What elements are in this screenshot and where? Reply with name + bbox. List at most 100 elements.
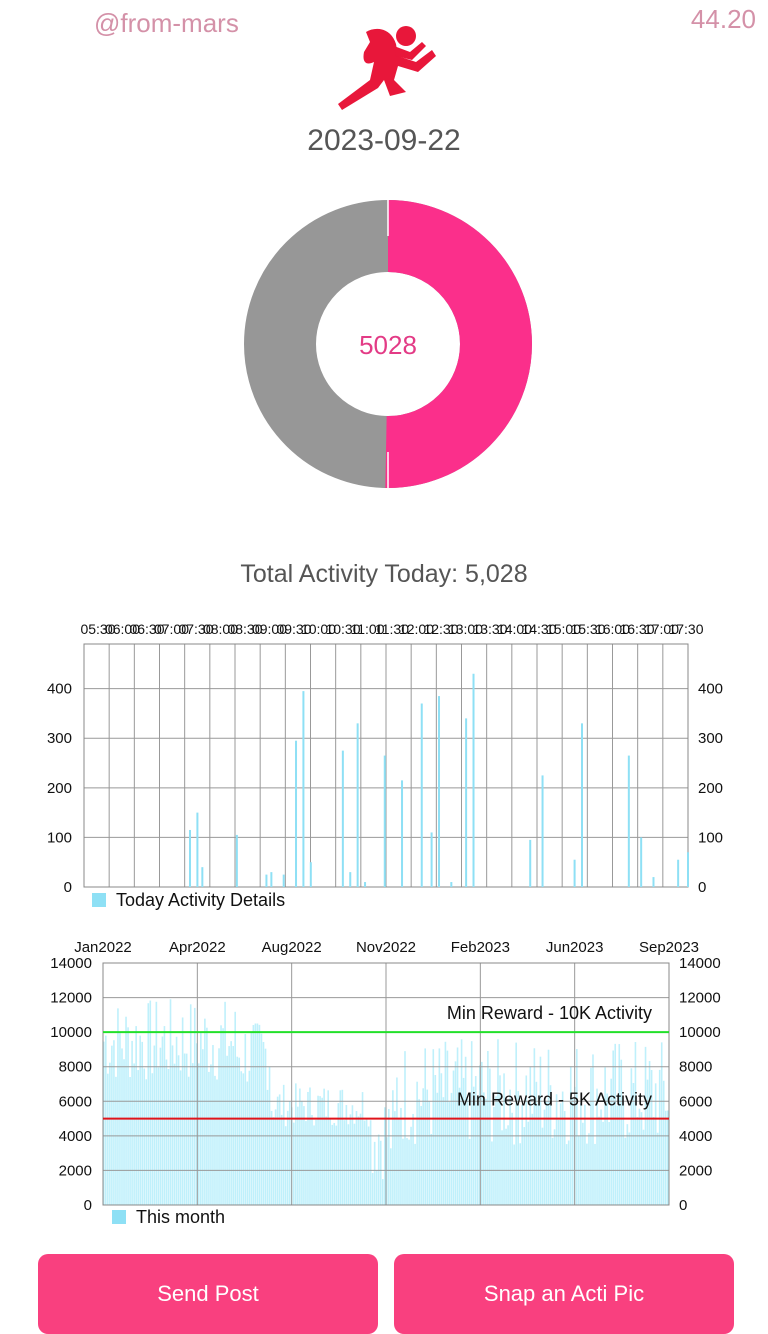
activity-bar xyxy=(472,673,475,887)
daily-activity-bar xyxy=(660,1042,663,1205)
daily-activity-bar xyxy=(511,1112,513,1205)
y-tick-label-right: 10000 xyxy=(679,1024,721,1041)
x-tick-label: 08:00 xyxy=(203,621,238,637)
daily-activity-bar xyxy=(163,1026,166,1205)
daily-activity-bar xyxy=(105,1035,107,1205)
daily-activity-bar xyxy=(218,1048,220,1205)
daily-activity-bar xyxy=(282,1084,285,1205)
daily-activity-bar xyxy=(602,1121,604,1205)
daily-activity-bar xyxy=(468,1138,471,1205)
daily-activity-bar xyxy=(307,1091,309,1205)
daily-activity-bar xyxy=(242,1073,245,1205)
daily-activity-bar xyxy=(335,1125,338,1205)
daily-activity-bar xyxy=(288,1101,291,1205)
snap-acti-pic-button[interactable]: Snap an Acti Pic xyxy=(394,1254,734,1334)
daily-activity-bar xyxy=(226,1055,228,1205)
daily-activity-bar xyxy=(133,1063,135,1205)
y-tick-label-right: 2000 xyxy=(679,1162,712,1179)
daily-activity-bar xyxy=(466,1099,469,1205)
daily-activity-bar xyxy=(521,1104,524,1205)
daily-activity-bar xyxy=(153,1045,156,1205)
daily-activity-bar xyxy=(638,1108,641,1205)
donut-center-value: 5028 xyxy=(359,330,417,360)
daily-activity-bar xyxy=(392,1090,394,1205)
daily-activity-bar xyxy=(369,1120,372,1205)
daily-activity-bar xyxy=(383,1107,386,1205)
daily-activity-bar xyxy=(311,1115,313,1205)
daily-activity-bar xyxy=(347,1124,350,1205)
daily-activity-bar xyxy=(519,1143,522,1205)
daily-activity-bar xyxy=(220,1025,222,1205)
x-tick-label: 08:30 xyxy=(227,621,262,637)
daily-activity-bar xyxy=(189,1004,192,1205)
daily-activity-bar xyxy=(113,1040,115,1205)
y-tick-label-right: 0 xyxy=(698,879,706,896)
x-tick-label: Jan2022 xyxy=(74,939,132,956)
balance-value: 44.20 xyxy=(690,4,756,34)
activity-bar xyxy=(430,832,433,887)
daily-activity-bar xyxy=(149,1000,152,1205)
x-tick-label: 13:00 xyxy=(448,621,483,637)
daily-activity-bar xyxy=(284,1126,287,1205)
daily-activity-bar xyxy=(563,1111,566,1205)
y-tick-label-left: 300 xyxy=(47,730,72,747)
daily-activity-bar xyxy=(361,1092,364,1205)
y-tick-label-right: 14000 xyxy=(679,955,721,972)
send-post-button[interactable]: Send Post xyxy=(38,1254,378,1334)
x-tick-label: 11:00 xyxy=(351,621,385,637)
activity-bar xyxy=(189,829,192,887)
daily-activity-bar xyxy=(254,1023,257,1205)
x-tick-label: 10:30 xyxy=(325,621,360,637)
daily-activity-bar xyxy=(214,1075,216,1205)
daily-activity-bar xyxy=(446,1050,449,1205)
daily-activity-bar xyxy=(460,1039,463,1205)
daily-activity-bar xyxy=(230,1041,232,1205)
daily-activity-bar xyxy=(240,1071,243,1205)
x-tick-label: 11:30 xyxy=(375,621,409,637)
daily-activity-bar xyxy=(551,1137,554,1205)
daily-activity-bar xyxy=(137,1070,139,1205)
daily-activity-bar xyxy=(497,1039,499,1205)
daily-activity-bar xyxy=(555,1094,558,1205)
daily-activity-bar xyxy=(580,1102,582,1205)
daily-activity-bar xyxy=(535,1081,538,1205)
daily-activity-bar xyxy=(418,1099,420,1205)
x-tick-label: 09:00 xyxy=(252,621,287,637)
daily-activity-bar xyxy=(234,1011,236,1205)
x-tick-label: 16:00 xyxy=(595,621,630,637)
daily-activity-bar xyxy=(537,1104,540,1205)
daily-activity-bar xyxy=(662,1080,665,1205)
daily-activity-bar xyxy=(129,1077,131,1205)
x-tick-label: 10:00 xyxy=(301,621,336,637)
daily-activity-bar xyxy=(343,1120,346,1205)
y-tick-label-left: 100 xyxy=(47,829,72,846)
daily-activity-bar xyxy=(549,1085,552,1205)
daily-activity-bar xyxy=(173,1063,176,1205)
daily-activity-bar xyxy=(333,1122,336,1205)
daily-activity-bar xyxy=(559,1103,562,1205)
activity-bar xyxy=(341,750,344,887)
daily-activity-bar xyxy=(167,1068,170,1205)
plot-border xyxy=(102,962,670,1206)
y-tick-label-left: 2000 xyxy=(59,1162,92,1179)
daily-activity-bar xyxy=(634,1042,637,1205)
daily-activity-bar xyxy=(386,1137,388,1205)
activity-bar xyxy=(687,852,689,887)
daily-activity-bar xyxy=(505,1128,507,1205)
daily-activity-bar xyxy=(264,1048,267,1205)
daily-activity-bar xyxy=(606,1093,608,1205)
activity-bar xyxy=(309,862,312,887)
daily-activity-bar xyxy=(624,1137,627,1205)
daily-activity-bar xyxy=(193,1007,196,1205)
legend-label: This month xyxy=(136,1207,225,1227)
daily-activity-bar xyxy=(353,1123,356,1205)
daily-activity-bar xyxy=(464,1056,467,1205)
daily-activity-bar xyxy=(646,1079,649,1205)
daily-activity-bar xyxy=(525,1075,528,1205)
daily-activity-bar xyxy=(365,1119,368,1205)
daily-activity-bar xyxy=(107,1073,109,1205)
daily-activity-bar xyxy=(456,1047,459,1205)
daily-activity-bar xyxy=(406,1138,408,1205)
x-tick-label: Nov2022 xyxy=(356,939,416,956)
activity-bar xyxy=(541,775,544,887)
